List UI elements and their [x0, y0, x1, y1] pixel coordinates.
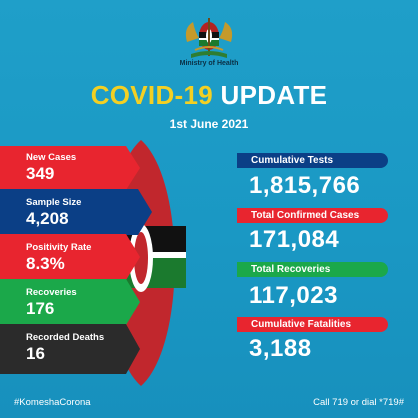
value-total-confirmed: 171,084	[249, 226, 340, 253]
pill-total-confirmed: Total Confirmed Cases	[237, 208, 388, 223]
page-title: COVID-19 UPDATE	[0, 80, 418, 111]
report-date: 1st June 2021	[169, 117, 249, 131]
value-total-recoveries: 117,023	[249, 282, 338, 309]
stat-value: 4,208	[26, 209, 69, 228]
stat-value: 349	[26, 164, 55, 183]
value-cumulative-fatalities: 3,188	[249, 335, 312, 362]
stat-value: 8.3%	[26, 254, 65, 273]
hashtag-text: #KomeshaCorona	[14, 397, 91, 408]
value-cumulative-tests: 1,815,766	[249, 172, 361, 199]
stat-bg	[0, 324, 140, 374]
pill-cumulative-tests: Cumulative Tests	[237, 153, 388, 168]
call-text: Call 719 or dial *719#	[313, 397, 404, 408]
stat-label: Recoveries	[26, 287, 77, 298]
stat-bg	[0, 234, 140, 280]
stat-label: Recorded Deaths	[26, 332, 105, 343]
stat-value: 176	[26, 299, 55, 318]
title-covid: COVID-19	[90, 80, 214, 110]
pill-cumulative-fatalities: Cumulative Fatalities	[237, 317, 388, 332]
stat-recorded-deaths: Recorded Deaths 16	[0, 324, 140, 374]
pill-total-recoveries: Total Recoveries	[237, 262, 388, 277]
stat-label: Sample Size	[26, 197, 82, 208]
ministry-label: Ministry of Health	[179, 60, 239, 67]
stat-recoveries: Recoveries 176	[0, 279, 140, 325]
stat-positivity-rate: Positivity Rate 8.3%	[0, 234, 140, 280]
stat-bg	[0, 189, 152, 235]
stat-new-cases: New Cases 349	[0, 146, 140, 190]
stat-label: New Cases	[26, 152, 77, 163]
stat-bg	[0, 279, 140, 325]
stat-sample-size: Sample Size 4,208	[0, 189, 152, 235]
title-update: UPDATE	[220, 80, 328, 110]
stat-label: Positivity Rate	[26, 242, 92, 253]
stat-value: 16	[26, 344, 45, 363]
stat-bg	[0, 146, 140, 190]
coat-of-arms-icon	[185, 18, 233, 58]
